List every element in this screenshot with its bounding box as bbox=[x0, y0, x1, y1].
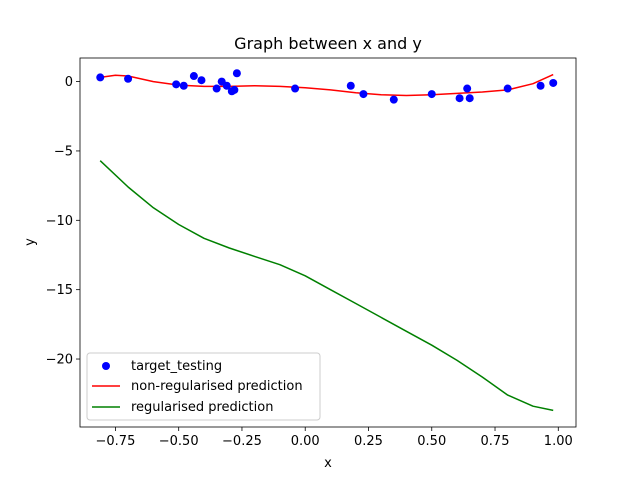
scatter-point bbox=[172, 80, 181, 89]
scatter-point bbox=[189, 72, 198, 81]
scatter-point bbox=[179, 81, 188, 90]
legend-label-regularised: regularised prediction bbox=[131, 400, 273, 415]
scatter-point bbox=[427, 90, 436, 99]
scatter-point bbox=[197, 76, 206, 85]
x-tick-label: 0.00 bbox=[291, 434, 320, 449]
scatter-point bbox=[455, 94, 464, 103]
scatter-point bbox=[222, 81, 231, 90]
x-tick-label: −0.75 bbox=[96, 434, 136, 449]
y-axis-ticks: 0 −5 −10 −15 −20 bbox=[46, 75, 80, 368]
legend-box bbox=[86, 352, 321, 421]
scatter-point bbox=[536, 81, 545, 90]
scatter-point bbox=[96, 73, 105, 82]
x-tick-label: 0.50 bbox=[417, 434, 446, 449]
x-tick-label: −0.50 bbox=[159, 434, 199, 449]
y-tick-label: 0 bbox=[65, 75, 73, 90]
scatter-point bbox=[232, 69, 241, 78]
series-line-non-regularised-prediction bbox=[100, 73, 554, 97]
legend: target_testing non-regularised predictio… bbox=[86, 352, 321, 421]
scatter-point bbox=[359, 90, 368, 99]
scatter-point bbox=[230, 85, 239, 94]
y-tick-label: −5 bbox=[54, 144, 73, 159]
y-tick-label: −20 bbox=[46, 353, 73, 368]
legend-label-target-testing: target_testing bbox=[131, 359, 222, 374]
series-line-regularised-prediction bbox=[99, 160, 554, 412]
legend-label-non-regularised: non-regularised prediction bbox=[131, 379, 303, 394]
scatter-point bbox=[212, 84, 221, 93]
chart-title: Graph between x and y bbox=[234, 34, 422, 53]
scatter-point bbox=[389, 95, 398, 104]
scatter-point bbox=[463, 84, 472, 93]
series-layer bbox=[96, 69, 558, 412]
y-tick-label: −10 bbox=[46, 214, 73, 229]
x-tick-label: −0.25 bbox=[222, 434, 262, 449]
y-tick-label: −15 bbox=[46, 283, 73, 298]
plot-frame bbox=[79, 57, 577, 428]
x-axis-label: x bbox=[324, 456, 332, 471]
x-tick-label: 0.25 bbox=[354, 434, 383, 449]
x-tick-label: 1.00 bbox=[544, 434, 573, 449]
scatter-point bbox=[503, 84, 512, 93]
scatter-point bbox=[346, 81, 355, 90]
scatter-point bbox=[549, 78, 558, 87]
y-axis-label: y bbox=[23, 238, 38, 246]
scatter-point bbox=[291, 84, 300, 93]
x-tick-label: 0.75 bbox=[481, 434, 510, 449]
legend-marker-target-testing bbox=[102, 362, 110, 370]
scatter-point bbox=[124, 74, 133, 83]
x-axis-ticks: −0.75 −0.50 −0.25 0.00 0.25 0.50 0.75 1.00 bbox=[96, 427, 573, 449]
scatter-point bbox=[465, 94, 474, 103]
